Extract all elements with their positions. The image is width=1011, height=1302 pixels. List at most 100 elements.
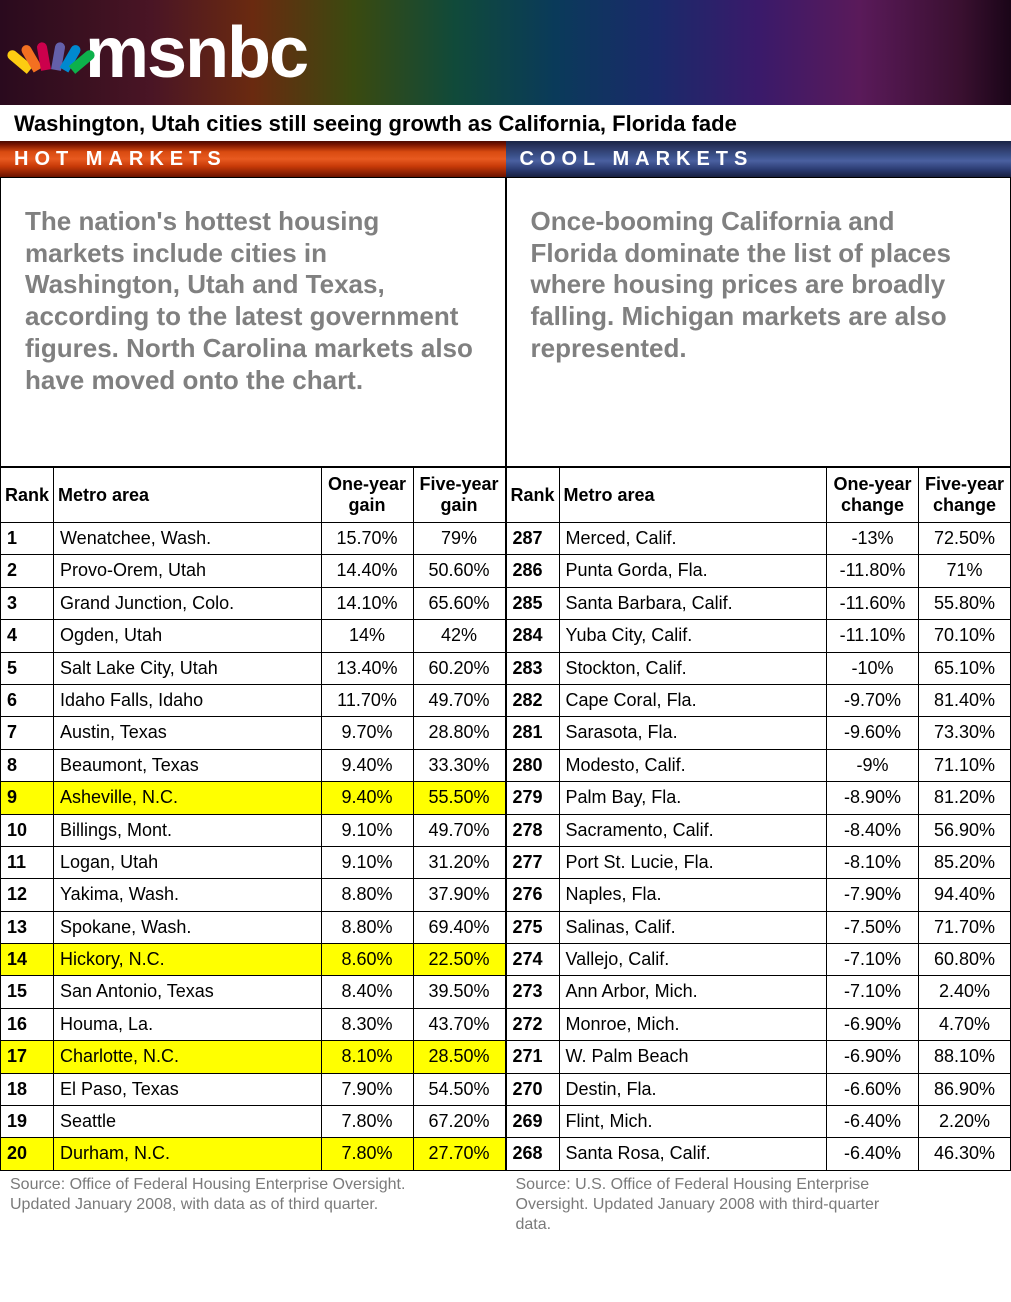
cell-metro: Houma, La. bbox=[54, 1008, 321, 1040]
cell-one-year: 9.10% bbox=[321, 846, 413, 878]
cell-rank: 1 bbox=[1, 523, 54, 555]
cell-metro: Ogden, Utah bbox=[54, 620, 321, 652]
table-row: 284Yuba City, Calif.-11.10%70.10% bbox=[506, 620, 1011, 652]
cell-five-year: 31.20% bbox=[413, 846, 505, 878]
cell-metro: Flint, Mich. bbox=[559, 1106, 826, 1138]
cell-five-year: 56.90% bbox=[919, 814, 1011, 846]
col-one-year: One-year change bbox=[827, 468, 919, 523]
col-five-year: Five-year change bbox=[919, 468, 1011, 523]
cell-metro: Yuba City, Calif. bbox=[559, 620, 826, 652]
cell-rank: 15 bbox=[1, 976, 54, 1008]
cell-five-year: 4.70% bbox=[919, 1008, 1011, 1040]
cell-rank: 276 bbox=[506, 879, 559, 911]
cell-rank: 5 bbox=[1, 652, 54, 684]
cell-metro: Durham, N.C. bbox=[54, 1138, 321, 1170]
table-row: 18El Paso, Texas7.90%54.50% bbox=[1, 1073, 506, 1105]
cell-five-year: 71.70% bbox=[919, 911, 1011, 943]
cell-rank: 8 bbox=[1, 749, 54, 781]
table-row: 269Flint, Mich.-6.40%2.20% bbox=[506, 1106, 1011, 1138]
cell-five-year: 72.50% bbox=[919, 523, 1011, 555]
cell-one-year: 9.70% bbox=[321, 717, 413, 749]
table-row: 285Santa Barbara, Calif.-11.60%55.80% bbox=[506, 587, 1011, 619]
cell-five-year: 70.10% bbox=[919, 620, 1011, 652]
cell-rank: 280 bbox=[506, 749, 559, 781]
table-row: 270Destin, Fla.-6.60%86.90% bbox=[506, 1073, 1011, 1105]
cell-five-year: 65.60% bbox=[413, 587, 505, 619]
table-row: 12Yakima, Wash.8.80%37.90% bbox=[1, 879, 506, 911]
cell-metro: Asheville, N.C. bbox=[54, 782, 321, 814]
cell-metro: Vallejo, Calif. bbox=[559, 944, 826, 976]
cell-one-year: -9.60% bbox=[827, 717, 919, 749]
cell-five-year: 28.50% bbox=[413, 1041, 505, 1073]
cell-rank: 17 bbox=[1, 1041, 54, 1073]
cell-metro: Destin, Fla. bbox=[559, 1073, 826, 1105]
cell-five-year: 39.50% bbox=[413, 976, 505, 1008]
cell-rank: 3 bbox=[1, 587, 54, 619]
cell-five-year: 81.20% bbox=[919, 782, 1011, 814]
col-one-year: One-year gain bbox=[321, 468, 413, 523]
cell-metro: Merced, Calif. bbox=[559, 523, 826, 555]
cell-five-year: 86.90% bbox=[919, 1073, 1011, 1105]
cell-metro: San Antonio, Texas bbox=[54, 976, 321, 1008]
table-row: 14Hickory, N.C.8.60%22.50% bbox=[1, 944, 506, 976]
cell-metro: Punta Gorda, Fla. bbox=[559, 555, 826, 587]
cell-metro: Palm Bay, Fla. bbox=[559, 782, 826, 814]
cool-markets-column: COOL MARKETS Once-booming California and… bbox=[506, 141, 1011, 1249]
cell-metro: Hickory, N.C. bbox=[54, 944, 321, 976]
cell-one-year: 8.80% bbox=[321, 911, 413, 943]
cell-one-year: -11.60% bbox=[827, 587, 919, 619]
cell-one-year: 8.10% bbox=[321, 1041, 413, 1073]
hot-markets-table: Rank Metro area One-year gain Five-year … bbox=[0, 467, 506, 1171]
cell-rank: 277 bbox=[506, 846, 559, 878]
cell-five-year: 2.40% bbox=[919, 976, 1011, 1008]
cell-one-year: 14.40% bbox=[321, 555, 413, 587]
table-row: 19Seattle7.80%67.20% bbox=[1, 1106, 506, 1138]
cell-five-year: 54.50% bbox=[413, 1073, 505, 1105]
cell-metro: Cape Coral, Fla. bbox=[559, 684, 826, 716]
table-row: 9Asheville, N.C.9.40%55.50% bbox=[1, 782, 506, 814]
hot-markets-column: HOT MARKETS The nation's hottest housing… bbox=[0, 141, 506, 1249]
col-five-year: Five-year gain bbox=[413, 468, 505, 523]
brand-name: msnbc bbox=[85, 12, 307, 94]
cell-metro: Yakima, Wash. bbox=[54, 879, 321, 911]
table-row: 272Monroe, Mich.-6.90%4.70% bbox=[506, 1008, 1011, 1040]
cell-one-year: -7.90% bbox=[827, 879, 919, 911]
cell-one-year: -7.50% bbox=[827, 911, 919, 943]
cell-one-year: -6.60% bbox=[827, 1073, 919, 1105]
cell-one-year: -8.90% bbox=[827, 782, 919, 814]
cell-one-year: 7.80% bbox=[321, 1138, 413, 1170]
table-row: 11Logan, Utah9.10%31.20% bbox=[1, 846, 506, 878]
cell-rank: 283 bbox=[506, 652, 559, 684]
table-row: 279Palm Bay, Fla.-8.90%81.20% bbox=[506, 782, 1011, 814]
cell-metro: Billings, Mont. bbox=[54, 814, 321, 846]
cell-metro: Santa Rosa, Calif. bbox=[559, 1138, 826, 1170]
cell-metro: Monroe, Mich. bbox=[559, 1008, 826, 1040]
cell-rank: 16 bbox=[1, 1008, 54, 1040]
cell-rank: 20 bbox=[1, 1138, 54, 1170]
table-row: 20Durham, N.C.7.80%27.70% bbox=[1, 1138, 506, 1170]
cell-one-year: -11.10% bbox=[827, 620, 919, 652]
cool-markets-intro: Once-booming California and Florida domi… bbox=[506, 177, 1011, 467]
cell-rank: 273 bbox=[506, 976, 559, 1008]
table-row: 15San Antonio, Texas8.40%39.50% bbox=[1, 976, 506, 1008]
cell-metro: Provo-Orem, Utah bbox=[54, 555, 321, 587]
cell-one-year: -7.10% bbox=[827, 976, 919, 1008]
cell-one-year: 8.80% bbox=[321, 879, 413, 911]
col-metro: Metro area bbox=[559, 468, 826, 523]
table-row: 275Salinas, Calif.-7.50%71.70% bbox=[506, 911, 1011, 943]
brand-banner: msnbc bbox=[0, 0, 1011, 105]
cell-metro: Seattle bbox=[54, 1106, 321, 1138]
cell-metro: Sacramento, Calif. bbox=[559, 814, 826, 846]
table-row: 274Vallejo, Calif.-7.10%60.80% bbox=[506, 944, 1011, 976]
cell-rank: 284 bbox=[506, 620, 559, 652]
table-row: 268Santa Rosa, Calif.-6.40%46.30% bbox=[506, 1138, 1011, 1170]
cell-metro: Ann Arbor, Mich. bbox=[559, 976, 826, 1008]
cell-metro: El Paso, Texas bbox=[54, 1073, 321, 1105]
cell-rank: 279 bbox=[506, 782, 559, 814]
cell-one-year: -6.90% bbox=[827, 1008, 919, 1040]
cell-one-year: -6.90% bbox=[827, 1041, 919, 1073]
cell-five-year: 67.20% bbox=[413, 1106, 505, 1138]
cell-one-year: -10% bbox=[827, 652, 919, 684]
cell-rank: 278 bbox=[506, 814, 559, 846]
cell-five-year: 22.50% bbox=[413, 944, 505, 976]
